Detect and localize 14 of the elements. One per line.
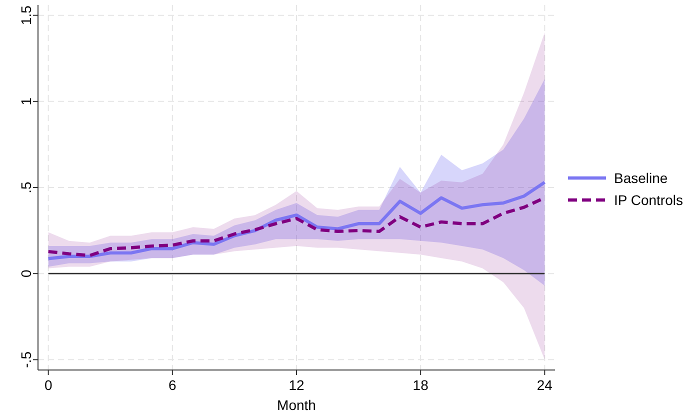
x-tick-label: 24 (536, 377, 553, 393)
y-tick-label: .5 (18, 181, 34, 194)
legend-label: IP Controls (614, 192, 683, 208)
y-tick-label: 1.5 (18, 5, 34, 26)
y-tick-label: 1 (18, 97, 34, 106)
x-tick-label: 6 (168, 377, 177, 393)
x-tick-label: 12 (288, 377, 304, 393)
x-tick-label: 18 (412, 377, 429, 393)
y-tick-label: -.5 (18, 351, 34, 368)
legend-label: Baseline (614, 170, 668, 186)
y-tick-label: 0 (18, 269, 34, 278)
line-series (46, 180, 546, 260)
x-tick-label: 0 (44, 377, 52, 393)
x-axis-title: Month (277, 397, 316, 413)
